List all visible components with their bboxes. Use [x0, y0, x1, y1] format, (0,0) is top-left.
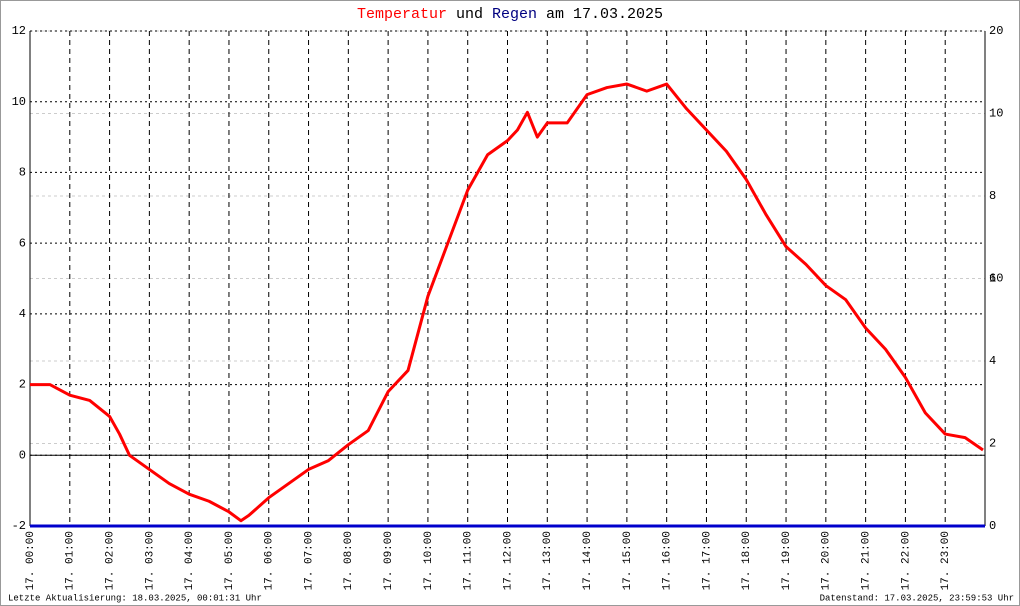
- x-tick-label: 17. 14:00: [582, 531, 594, 590]
- x-tick-label: 17. 00:00: [25, 531, 37, 590]
- y-tick-label: 6: [19, 236, 26, 250]
- x-tick-label: 17. 02:00: [104, 531, 116, 590]
- x-tick-label: 17. 01:00: [65, 531, 77, 590]
- x-tick-label: 17. 13:00: [542, 531, 554, 590]
- x-tick-label: 17. 16:00: [662, 531, 674, 590]
- title-part: Temperatur: [357, 6, 447, 23]
- x-tick-label: 17. 06:00: [264, 531, 276, 590]
- y2-tick-label: 20: [989, 24, 1003, 38]
- y-tick-label: 0: [19, 448, 26, 462]
- y2-tick-label: 2: [989, 437, 996, 451]
- x-tick-label: 17. 22:00: [900, 531, 912, 590]
- x-tick-label: 17. 15:00: [622, 531, 634, 590]
- title-part: am 17.03.2025: [546, 6, 663, 23]
- series-line: [30, 82, 984, 523]
- y2-tick-label: 10: [989, 107, 1003, 121]
- y-tick-label: 4: [19, 307, 26, 321]
- y2-tick-label: 4: [989, 354, 996, 368]
- x-tick-label: 17. 12:00: [502, 531, 514, 590]
- x-tick-label: 17. 03:00: [144, 531, 156, 590]
- x-tick-label: 17. 23:00: [940, 531, 952, 590]
- x-tick-label: 17. 20:00: [821, 531, 833, 590]
- x-tick-label: 17. 10:00: [423, 531, 435, 590]
- x-tick-label: 17. 18:00: [741, 531, 753, 590]
- footer-left: Letzte Aktualisierung: 18.03.2025, 00:01…: [8, 593, 262, 603]
- footer-right: Datenstand: 17.03.2025, 23:59:53 Uhr: [820, 593, 1014, 603]
- x-tick-label: 17. 21:00: [861, 531, 873, 590]
- x-tick-label: 17. 09:00: [383, 531, 395, 590]
- y2-tick-label: 8: [989, 189, 996, 203]
- x-tick-label: 17. 04:00: [184, 531, 196, 590]
- x-tick-label: 17. 05:00: [224, 531, 236, 590]
- y2-tick-label: 10: [989, 272, 1003, 286]
- y-tick-label: 10: [12, 95, 26, 109]
- x-tick-label: 17. 07:00: [303, 531, 315, 590]
- x-tick-label: 17. 11:00: [463, 531, 475, 590]
- y-tick-label: 2: [19, 378, 26, 392]
- title-part: und: [456, 6, 483, 23]
- chart-title: Temperatur und Regen am 17.03.2025: [357, 6, 663, 23]
- y-tick-label: 12: [12, 24, 26, 38]
- y2-tick-label: 0: [989, 519, 996, 533]
- x-tick-label: 17. 17:00: [701, 531, 713, 590]
- x-tick-label: 17. 08:00: [343, 531, 355, 590]
- y2-tick-label: 6: [989, 272, 996, 286]
- title-part: Regen: [492, 6, 537, 23]
- y-tick-label: -2: [12, 519, 26, 533]
- y-tick-label: 8: [19, 166, 26, 180]
- x-tick-label: 17. 19:00: [781, 531, 793, 590]
